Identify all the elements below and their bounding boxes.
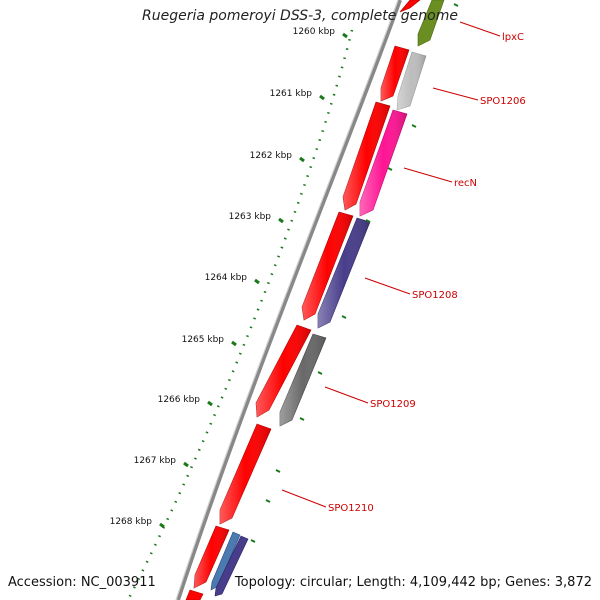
kbp-tick-label: 1268 kbp (110, 517, 153, 527)
kbp-tick (278, 217, 284, 224)
gene-leader-line (324, 386, 369, 404)
kbp-tick (231, 340, 237, 347)
gene-small-purple[interactable] (214, 535, 249, 597)
kbp-tick (207, 400, 213, 407)
genome-title: Ruegeria pomeroyi DSS-3, complete genome (142, 8, 458, 24)
kbp-tick-label: 1266 kbp (158, 395, 201, 405)
kbp-tick-label: 1261 kbp (270, 89, 313, 99)
kbp-tick-label: 1262 kbp (250, 151, 293, 161)
accession-text: Accession: NC_003911 (8, 575, 156, 590)
kbp-tick (159, 522, 165, 529)
kbp-tick-label: 1263 kbp (229, 212, 272, 222)
gene-label[interactable]: SPO1206 (480, 96, 526, 107)
gene-leader-line (364, 277, 411, 295)
kbp-tick (319, 94, 325, 101)
genome-summary: Topology: circular; Length: 4,109,442 bp… (234, 575, 592, 590)
gene-leader-line (459, 21, 501, 37)
cds-arrow[interactable] (185, 589, 204, 600)
kbp-tick-label: 1264 kbp (205, 273, 248, 283)
gene-label[interactable]: SPO1210 (328, 503, 374, 514)
gene-label[interactable]: SPO1208 (412, 290, 458, 301)
kbp-tick (342, 32, 348, 39)
inner-ticks (250, 3, 459, 543)
kbp-tick (254, 278, 260, 285)
kbp-tick-label: 1267 kbp (134, 456, 177, 466)
kbp-tick-label: 1265 kbp (182, 335, 225, 345)
gene-leader-line (403, 167, 453, 183)
kbp-tick-label: 1260 kbp (293, 27, 336, 37)
gene-leader-line (432, 87, 479, 101)
gene-label[interactable]: lpxC (502, 32, 524, 43)
gene-labels: lpxC SPO1206 recN SPO1208 SPO1209 SPO1210 (281, 21, 526, 514)
kbp-tick (299, 156, 305, 163)
gene-small-blue[interactable] (210, 531, 241, 591)
kbp-ticks: 1260 kbp 1261 kbp 1262 kbp 1263 kbp 1264 kbp… (110, 27, 348, 529)
gene-lpxC[interactable] (417, 0, 445, 47)
gene-leader-line (281, 489, 327, 508)
gene-label[interactable]: recN (454, 178, 477, 189)
kbp-tick (183, 461, 189, 468)
gene-label[interactable]: SPO1209 (370, 399, 416, 410)
cds-arrow[interactable] (399, 0, 421, 13)
genome-backbone (176, 0, 402, 600)
